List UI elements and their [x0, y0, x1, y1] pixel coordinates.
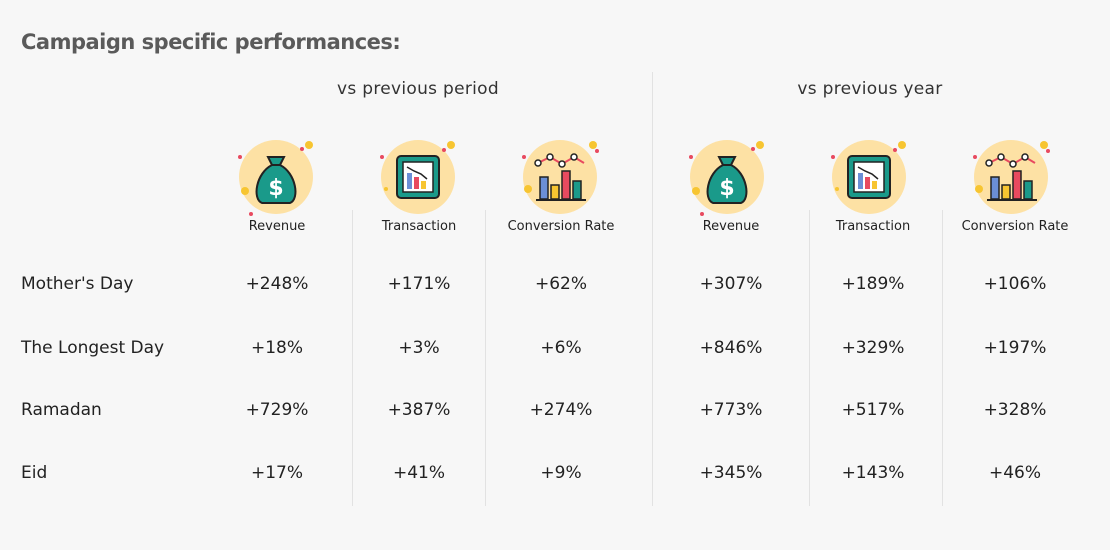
conversion-chart-icon [520, 137, 600, 217]
column-label-conversion-rate: Conversion Rate [507, 219, 615, 234]
table-cell: +345% [699, 463, 763, 483]
svg-text:$: $ [719, 176, 734, 201]
column-label-transaction: Transaction [835, 219, 911, 234]
row-label: The Longest Day [21, 338, 165, 358]
table-cell: +171% [387, 274, 451, 294]
table-cell: +62% [534, 274, 588, 294]
table-cell: +9% [540, 463, 582, 483]
table-cell: +143% [841, 463, 905, 483]
group-divider [652, 72, 653, 506]
row-label: Mother's Day [21, 274, 134, 294]
table-cell: +248% [245, 274, 309, 294]
transaction-chart-icon [378, 137, 458, 217]
column-divider [485, 210, 486, 506]
column-divider [352, 210, 353, 506]
table-cell: +197% [983, 338, 1047, 358]
money-bag-icon: $ [236, 137, 316, 217]
table-cell: +189% [841, 274, 905, 294]
column-divider [942, 210, 943, 506]
conversion-chart-icon [971, 137, 1051, 217]
transaction-chart-icon [829, 137, 909, 217]
table-cell: +307% [699, 274, 763, 294]
table-cell: +846% [699, 338, 763, 358]
money-bag-icon: $ [687, 137, 767, 217]
table-cell: +3% [398, 338, 440, 358]
row-label: Ramadan [21, 400, 102, 420]
table-cell: +18% [250, 338, 304, 358]
table-cell: +274% [529, 400, 593, 420]
table-cell: +41% [392, 463, 446, 483]
table-cell: +773% [699, 400, 763, 420]
group-header-previous-year: vs previous year [797, 79, 943, 99]
table-cell: +106% [983, 274, 1047, 294]
svg-text:$: $ [268, 176, 283, 201]
row-label: Eid [21, 463, 48, 483]
column-label-conversion-rate: Conversion Rate [961, 219, 1069, 234]
table-cell: +517% [841, 400, 905, 420]
table-cell: +17% [250, 463, 304, 483]
column-label-revenue: Revenue [702, 219, 760, 234]
column-label-revenue: Revenue [248, 219, 306, 234]
table-cell: +729% [245, 400, 309, 420]
page-title: Campaign specific performances: [21, 30, 401, 54]
table-cell: +387% [387, 400, 451, 420]
column-label-transaction: Transaction [381, 219, 457, 234]
table-cell: +46% [988, 463, 1042, 483]
table-cell: +328% [983, 400, 1047, 420]
table-cell: +329% [841, 338, 905, 358]
table-cell: +6% [540, 338, 582, 358]
column-divider [809, 210, 810, 506]
group-header-previous-period: vs previous period [337, 79, 499, 99]
